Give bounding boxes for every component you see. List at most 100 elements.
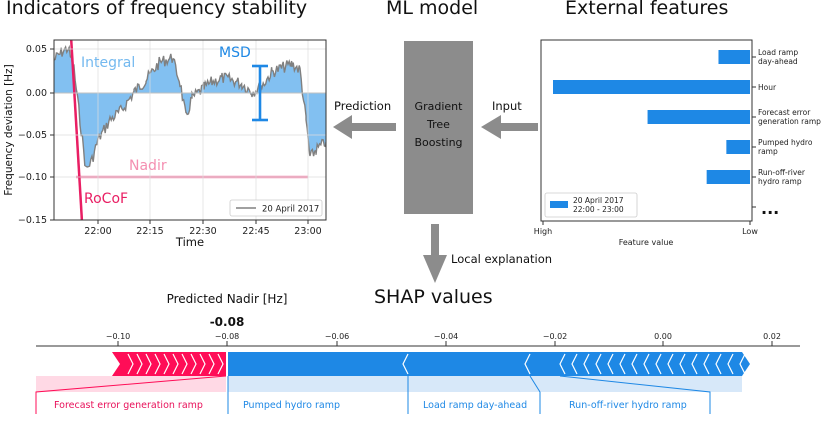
shap-connectors bbox=[35, 375, 711, 414]
predicted-nadir-value: -0.08 bbox=[210, 315, 245, 329]
xtick-label: 22:15 bbox=[136, 226, 163, 237]
feature-plot: Load ramp day-ahead Hour Forecast error ge… bbox=[534, 39, 821, 247]
chevron-mark bbox=[739, 353, 746, 375]
shap-axis-labels: −0.10 −0.08 −0.06 −0.04 −0.02 0.00 0.02 bbox=[106, 332, 781, 341]
left-plot-frame bbox=[53, 39, 327, 221]
ml-model-label-line3: Boosting bbox=[414, 136, 462, 149]
chevron-mark bbox=[595, 353, 602, 375]
chevron-mark bbox=[571, 353, 578, 375]
rocof-label: RoCoF bbox=[84, 191, 128, 207]
feature-label-forecast-error: Forecast error generation ramp bbox=[758, 108, 821, 126]
rocof-line bbox=[69, 40, 84, 220]
chevron-mark bbox=[703, 353, 710, 375]
shap-force-plot: Predicted Nadir [Hz] -0.08 −0.10 −0.08 −… bbox=[35, 292, 800, 414]
chevron-mark bbox=[679, 353, 686, 375]
shap-axis-ticks bbox=[117, 341, 773, 346]
feature-label-run-off-river: Run-off-river hydro ramp bbox=[758, 168, 806, 186]
feature-ellipsis: ... bbox=[761, 199, 779, 218]
chevron-mark bbox=[154, 353, 161, 375]
ml-model-box bbox=[404, 41, 473, 214]
left-xlabel: Time bbox=[175, 235, 204, 249]
frequency-signal-line bbox=[54, 44, 326, 168]
shap-negative-force bbox=[228, 352, 750, 392]
ytick-label: −0.05 bbox=[18, 130, 47, 141]
right-xlabel: Feature value bbox=[619, 238, 674, 247]
shap-tick-label: −0.06 bbox=[325, 332, 350, 341]
integral-label: Integral bbox=[81, 55, 135, 71]
feature-bar bbox=[706, 170, 750, 184]
chevron-mark bbox=[199, 353, 206, 375]
msd-indicator bbox=[252, 64, 268, 122]
shap-feature-load-ramp: Load ramp day-ahead bbox=[423, 400, 527, 411]
xtick-high: High bbox=[534, 227, 552, 236]
left-grid bbox=[54, 40, 326, 220]
title-ml-model: ML model bbox=[386, 0, 479, 19]
xtick-label: 23:00 bbox=[294, 226, 321, 237]
chevron-mark bbox=[217, 353, 224, 375]
shap-tick-label: −0.08 bbox=[215, 332, 240, 341]
shap-feature-run-off-river: Run-off-river hydro ramp bbox=[569, 400, 687, 411]
chevron-mark bbox=[163, 353, 170, 375]
ytick-label: −0.10 bbox=[18, 172, 47, 183]
frequency-plot: Integral MSD Nadir RoCoF 20 April 2017 0… bbox=[3, 39, 327, 249]
prediction-label: Prediction bbox=[334, 99, 391, 113]
feature-label-load-ramp: Load ramp day-ahead bbox=[758, 48, 798, 66]
ytick-label: 0.05 bbox=[26, 44, 47, 55]
title-shap-values: SHAP values bbox=[374, 286, 493, 308]
shap-positive-force bbox=[36, 352, 226, 392]
feature-label-pumped-hydro: Pumped hydro ramp bbox=[758, 138, 813, 156]
ml-model-label-line1: Gradient bbox=[415, 100, 464, 113]
chevron-mark bbox=[667, 353, 674, 375]
feature-ticks bbox=[542, 56, 756, 225]
chevron-mark bbox=[524, 353, 531, 375]
chevron-mark bbox=[136, 353, 143, 375]
chevron-mark bbox=[559, 353, 566, 375]
nadir-label: Nadir bbox=[129, 158, 167, 174]
chevron-mark bbox=[172, 353, 179, 375]
chevron-mark bbox=[631, 353, 638, 375]
shap-tick-label: −0.10 bbox=[106, 332, 131, 341]
left-ylabel: Frequency deviation [Hz] bbox=[3, 64, 15, 195]
feature-label-hour: Hour bbox=[758, 83, 777, 92]
input-arrow bbox=[481, 115, 538, 139]
ytick-label: 0.00 bbox=[26, 88, 47, 99]
left-legend: 20 April 2017 bbox=[229, 199, 323, 217]
shap-chevrons bbox=[127, 353, 746, 375]
feature-bar bbox=[718, 50, 750, 64]
chevron-mark bbox=[691, 353, 698, 375]
local-explanation-arrow bbox=[423, 224, 447, 283]
shap-feature-labels: Forecast error generation ramp Pumped hy… bbox=[54, 400, 687, 411]
right-legend-line2: 22:00 - 23:00 bbox=[573, 205, 624, 214]
chevron-mark bbox=[402, 353, 409, 375]
chevron-mark bbox=[127, 353, 134, 375]
feature-bars bbox=[553, 50, 750, 184]
chevron-mark bbox=[619, 353, 626, 375]
prediction-arrow bbox=[333, 115, 396, 139]
feature-labels: Load ramp day-ahead Hour Forecast error ge… bbox=[758, 48, 821, 186]
chevron-mark bbox=[607, 353, 614, 375]
right-plot-frame bbox=[540, 39, 753, 222]
chevron-mark bbox=[583, 353, 590, 375]
xtick-label: 22:45 bbox=[242, 226, 269, 237]
feature-bar bbox=[726, 140, 750, 154]
feature-bar bbox=[553, 80, 750, 94]
predicted-nadir-label: Predicted Nadir [Hz] bbox=[167, 292, 288, 306]
shap-tick-label: −0.02 bbox=[543, 332, 568, 341]
msd-label: MSD bbox=[219, 45, 251, 61]
xtick-low: Low bbox=[742, 227, 758, 236]
chevron-mark bbox=[208, 353, 215, 375]
chevron-mark bbox=[145, 353, 152, 375]
input-label: Input bbox=[492, 99, 522, 113]
left-tick-marks bbox=[50, 48, 309, 224]
chevron-mark bbox=[643, 353, 650, 375]
chevron-mark bbox=[727, 353, 734, 375]
left-legend-label: 20 April 2017 bbox=[262, 205, 319, 215]
chevron-mark bbox=[715, 353, 722, 375]
shap-tick-label: 0.02 bbox=[763, 332, 781, 341]
shap-feature-pumped-hydro: Pumped hydro ramp bbox=[243, 400, 340, 411]
right-legend: 20 April 2017 22:00 - 23:00 bbox=[544, 192, 638, 218]
title-external-features: External features bbox=[565, 0, 729, 19]
title-indicators: Indicators of frequency stability bbox=[6, 0, 308, 19]
feature-bar bbox=[647, 110, 750, 124]
